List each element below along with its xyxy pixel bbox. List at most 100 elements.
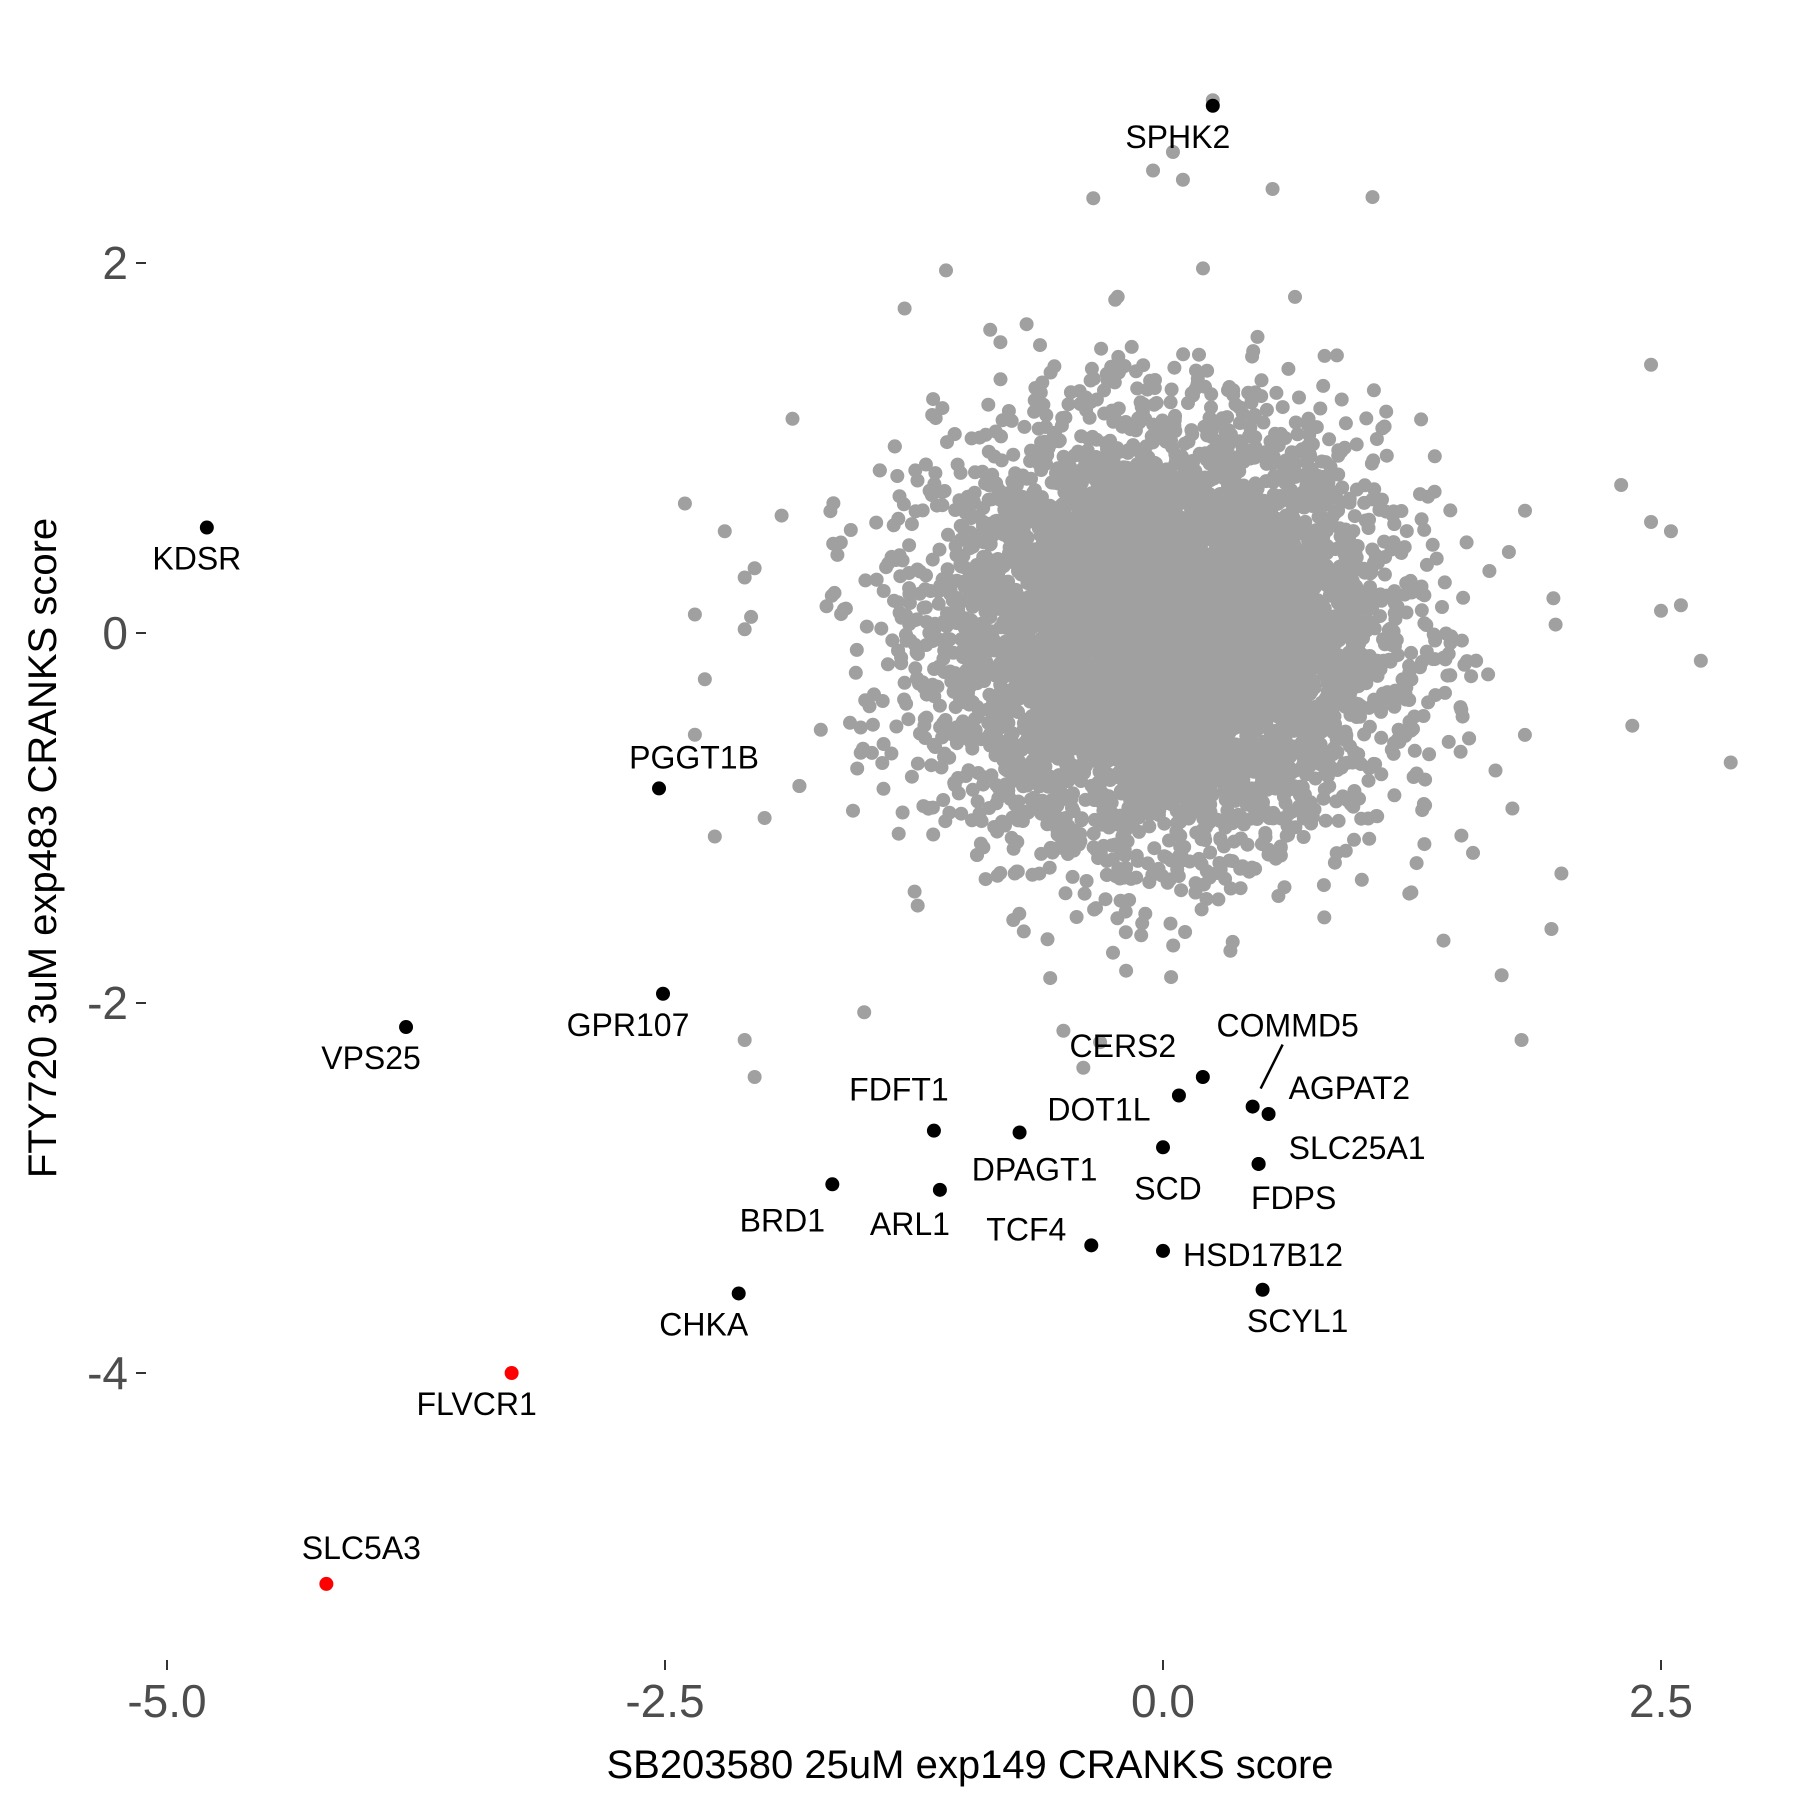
background-gene-point — [1275, 400, 1290, 415]
background-gene-point — [892, 548, 907, 563]
background-gene-point — [1259, 402, 1274, 417]
background-gene-point — [1417, 522, 1432, 537]
background-gene-point — [1192, 347, 1206, 362]
background-gene-point — [1351, 679, 1366, 694]
background-gene-point — [1166, 938, 1181, 953]
background-gene-point — [925, 552, 940, 567]
background-gene-point — [1331, 813, 1346, 828]
background-gene-point — [1404, 885, 1419, 900]
background-gene-point — [1240, 837, 1255, 852]
background-gene-point — [1017, 419, 1032, 434]
background-gene-point — [1349, 437, 1364, 452]
background-gene-point — [965, 782, 980, 797]
background-gene-point — [1211, 892, 1226, 907]
background-gene-point — [1414, 412, 1429, 427]
background-gene-point — [884, 746, 899, 761]
background-gene-point — [1106, 414, 1121, 429]
background-gene-point — [891, 595, 906, 610]
background-gene-point — [1077, 886, 1092, 901]
background-gene-point — [910, 756, 925, 771]
background-gene-point — [1160, 875, 1175, 890]
background-gene-point — [1482, 564, 1497, 578]
background-gene-point — [1438, 685, 1452, 700]
background-gene-point — [1174, 883, 1189, 898]
background-gene-point — [915, 503, 930, 518]
background-gene-point — [774, 508, 789, 523]
background-gene-point — [918, 457, 933, 472]
background-gene-point — [1223, 943, 1238, 958]
background-gene-point — [880, 657, 895, 672]
background-gene-point — [1009, 864, 1024, 879]
background-gene-point — [1418, 772, 1433, 787]
background-gene-point — [1271, 889, 1286, 903]
background-gene-point — [1466, 845, 1480, 860]
background-gene-point — [1266, 449, 1281, 464]
background-gene-point — [1147, 397, 1162, 412]
background-gene-point — [1361, 773, 1376, 788]
background-gene-point — [993, 372, 1008, 387]
background-gene-point — [1073, 834, 1088, 849]
background-gene-point — [885, 633, 900, 648]
background-gene-point — [1546, 591, 1561, 606]
background-gene-point — [1032, 779, 1047, 794]
background-gene-point — [1359, 411, 1374, 426]
background-gene-point — [1006, 447, 1021, 462]
background-gene-point — [919, 638, 934, 652]
background-gene-point — [1548, 617, 1563, 632]
background-gene-point — [928, 466, 943, 481]
background-gene-point — [1246, 344, 1261, 359]
background-gene-point — [1421, 695, 1436, 710]
background-gene-point — [1106, 945, 1120, 960]
background-gene-point — [904, 517, 919, 532]
background-gene-point — [1184, 423, 1199, 438]
background-gene-point — [1417, 837, 1432, 852]
background-gene-point — [1230, 783, 1245, 798]
background-gene-point — [1082, 410, 1097, 425]
background-gene-point — [932, 542, 947, 557]
background-gene-point — [1178, 925, 1193, 939]
background-gene-point — [1072, 384, 1087, 399]
background-gene-point — [1058, 452, 1073, 467]
background-gene-point — [978, 872, 993, 887]
background-gene-point — [1281, 361, 1296, 376]
background-gene-point — [1387, 699, 1402, 714]
background-gene-point — [890, 469, 905, 483]
background-gene-point — [1019, 317, 1034, 332]
background-gene-point — [1042, 860, 1057, 875]
background-gene-cloud — [744, 190, 1640, 1050]
background-gene-point — [1374, 730, 1389, 745]
background-gene-point — [1006, 841, 1021, 856]
background-gene-point — [1098, 436, 1113, 451]
background-gene-point — [1105, 403, 1119, 418]
background-gene-point — [1233, 881, 1248, 896]
background-gene-point — [1419, 618, 1434, 632]
background-gene-point — [1215, 411, 1230, 426]
background-gene-point — [865, 717, 880, 732]
background-gene-point — [1236, 817, 1251, 832]
background-gene-point — [1425, 537, 1440, 552]
background-gene-point — [1407, 743, 1422, 758]
background-gene-point — [1347, 509, 1362, 524]
background-gene-point — [936, 793, 951, 807]
background-gene-point — [1379, 448, 1394, 463]
background-gene-point — [1118, 848, 1132, 863]
background-gene-point — [985, 624, 1000, 639]
background-gene-point — [965, 741, 980, 756]
background-gene-point — [1443, 503, 1458, 518]
background-gene-point — [1034, 846, 1049, 861]
background-gene-point — [1142, 875, 1157, 890]
background-gene-point — [1113, 893, 1128, 908]
background-gene-point — [1420, 489, 1435, 504]
background-gene-point — [922, 483, 937, 498]
background-gene-point — [1316, 791, 1331, 806]
background-gene-point — [1164, 970, 1179, 985]
background-gene-point — [1343, 739, 1357, 754]
background-gene-point — [1322, 432, 1337, 447]
background-gene-point — [1397, 587, 1412, 602]
background-gene-point — [1043, 971, 1058, 986]
background-gene-point — [1039, 408, 1054, 423]
background-gene-point — [1454, 633, 1469, 648]
background-gene-point — [970, 794, 985, 809]
background-gene-point — [1501, 545, 1516, 559]
background-gene-point — [1399, 524, 1414, 539]
